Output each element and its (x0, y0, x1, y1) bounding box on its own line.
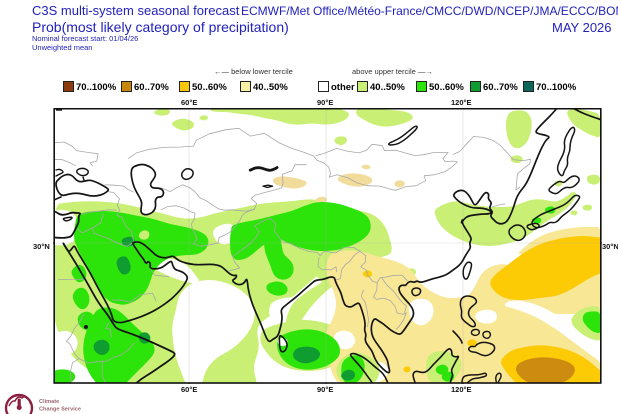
svg-text:Climate: Climate (39, 399, 59, 405)
svg-text:Change Service: Change Service (39, 407, 81, 413)
